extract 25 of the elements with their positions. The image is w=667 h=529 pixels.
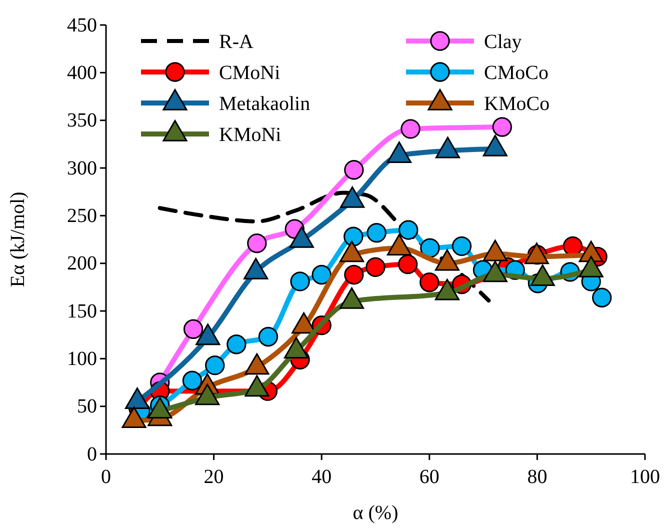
y-tick-label: 300 [67, 157, 97, 180]
legend-label: CMoCo [484, 62, 548, 84]
y-tick-label: 0 [87, 443, 97, 466]
y-tick-label: 350 [67, 110, 97, 132]
x-tick-label: 20 [204, 466, 224, 488]
legend-label: KMoNi [219, 124, 282, 146]
y-tick-label: 50 [77, 396, 97, 418]
x-tick-label: 0 [101, 466, 111, 488]
legend-label: CMoNi [219, 62, 281, 84]
x-axis-title: α (%) [352, 502, 398, 524]
y-tick-label: 450 [67, 14, 97, 36]
legend-label: Metakaolin [219, 93, 310, 115]
x-tick-label: 60 [419, 466, 440, 488]
x-tick-label: 100 [630, 466, 660, 488]
y-tick-label: 400 [67, 62, 97, 84]
y-tick-label: 200 [67, 252, 97, 275]
x-tick-label: 80 [527, 466, 548, 488]
legend-label: KMoCo [484, 93, 550, 115]
y-tick-label: 150 [67, 300, 97, 322]
y-axis-title: Eα (kJ/mol) [7, 192, 29, 288]
x-tick-label: 40 [312, 466, 332, 488]
legend-label: R-A [219, 31, 254, 53]
y-tick-label: 250 [67, 205, 97, 228]
y-tick-label: 100 [67, 348, 97, 370]
legend-label: Clay [484, 31, 522, 53]
